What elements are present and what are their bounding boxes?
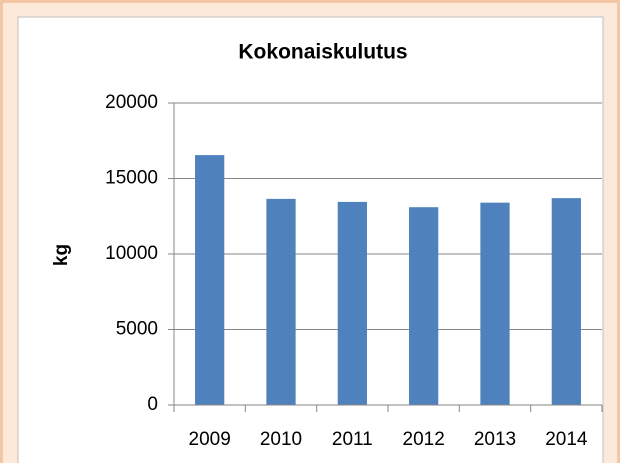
y-axis-label: kg: [51, 244, 72, 266]
bar: [551, 198, 581, 405]
bar: [337, 201, 367, 405]
y-tick-label: 15000: [105, 168, 158, 189]
x-tick-label: 2010: [260, 429, 302, 450]
x-tick-label: 2009: [189, 429, 231, 450]
y-tick-label: 10000: [105, 243, 158, 264]
chart-title: Kokonaiskulutus: [238, 41, 407, 64]
x-tick-label: 2011: [332, 429, 373, 450]
y-tick-label: 20000: [105, 92, 158, 113]
y-tick-label: 0: [147, 394, 158, 415]
bar: [266, 198, 296, 405]
bar: [480, 202, 510, 405]
bar: [195, 155, 225, 405]
bar: [409, 207, 439, 405]
x-tick-label: 2013: [474, 429, 516, 450]
y-tick-label: 5000: [116, 319, 158, 340]
x-tick-label: 2012: [403, 429, 445, 450]
x-tick-label: 2014: [545, 429, 588, 450]
chart-area: [17, 16, 604, 463]
